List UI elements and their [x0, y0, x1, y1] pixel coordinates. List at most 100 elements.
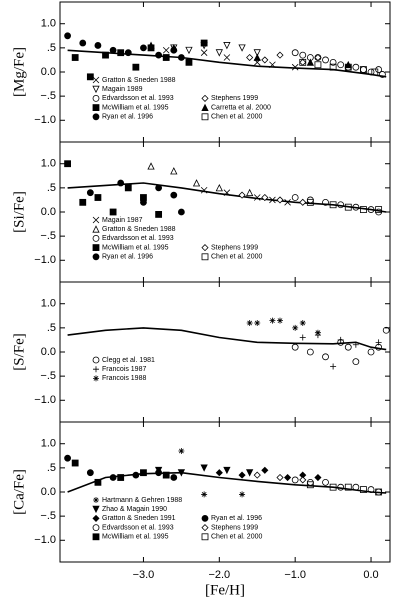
model-curve [67, 49, 387, 78]
marker [375, 488, 383, 496]
marker [276, 51, 284, 59]
y-tick-label: −1.0 [34, 114, 56, 126]
marker [284, 473, 292, 482]
marker [284, 199, 291, 206]
legend-label: Magain 1989 [102, 86, 143, 93]
marker [71, 54, 79, 61]
marker [79, 198, 87, 206]
y-tick-label: −.5 [40, 90, 56, 102]
marker [215, 183, 223, 192]
marker [94, 42, 102, 49]
marker [162, 471, 170, 479]
marker [269, 61, 276, 69]
legend-marker [92, 533, 100, 541]
legend-marker [92, 104, 100, 111]
marker [178, 447, 185, 454]
legend-marker [92, 76, 100, 84]
marker [314, 329, 321, 336]
marker [223, 42, 231, 50]
marker [337, 336, 344, 343]
marker [223, 189, 231, 196]
marker [367, 68, 375, 76]
marker [291, 63, 299, 71]
marker [64, 454, 71, 462]
marker [360, 66, 367, 73]
legend-marker [93, 497, 99, 503]
marker [124, 49, 132, 57]
y-tick-label: −.5 [40, 230, 56, 242]
marker [299, 58, 307, 66]
marker [344, 203, 352, 211]
marker [185, 58, 193, 66]
legend-label: Stephens 1999 [211, 244, 258, 251]
legend-label: Edvardsson et al. 1993 [102, 95, 174, 102]
legend-marker [92, 356, 100, 364]
marker [292, 324, 299, 331]
marker [117, 49, 125, 57]
legend-label: Chen et al. 2000 [211, 534, 262, 541]
marker [375, 339, 382, 346]
y-axis-label: [Ca/Fe] [11, 469, 27, 515]
plot-frame [59, 141, 391, 283]
marker [246, 469, 254, 477]
marker [170, 43, 178, 52]
marker [306, 481, 314, 489]
marker [140, 198, 147, 206]
marker [140, 44, 147, 52]
legend-marker [201, 533, 209, 541]
legend-marker [201, 253, 209, 261]
marker [269, 196, 276, 204]
legend-marker [92, 253, 100, 261]
marker [352, 483, 360, 491]
x-axis-label: [Fe/H] [205, 582, 245, 598]
marker [314, 473, 322, 482]
model-curve [67, 471, 387, 494]
marker [117, 474, 125, 481]
x-tick-label: 0.0 [363, 569, 378, 581]
marker [109, 208, 117, 216]
y-tick-label: 0.0 [41, 346, 56, 358]
marker [306, 348, 314, 356]
legend-label: Edvardsson et al. 1993 [102, 235, 174, 242]
legend-marker [92, 113, 100, 121]
marker [276, 196, 284, 204]
y-tick-label: 0.0 [41, 206, 56, 218]
marker [238, 191, 246, 199]
legend-marker [93, 375, 99, 382]
marker [155, 469, 163, 477]
marker [269, 317, 276, 324]
marker [306, 198, 314, 206]
marker [246, 53, 254, 62]
legend-label: Francois 1988 [102, 375, 146, 382]
marker [360, 486, 367, 493]
legend-marker [92, 234, 100, 242]
legend-marker [201, 244, 209, 252]
legend-marker [92, 225, 100, 233]
marker [86, 73, 94, 81]
legend-label: Clegg et al. 1981 [102, 357, 155, 364]
plot-frame [59, 421, 391, 563]
legend-label: Gratton & Sneden 1988 [102, 77, 176, 84]
marker [276, 473, 284, 482]
marker [306, 478, 314, 486]
legend-marker [92, 514, 100, 522]
y-tick-label: .5 [47, 462, 56, 474]
marker [344, 60, 352, 69]
marker [337, 61, 345, 69]
legend-label: Ryan et al. 1996 [102, 114, 153, 121]
marker [170, 191, 178, 199]
marker [379, 71, 386, 78]
marker [299, 334, 306, 341]
marker [253, 49, 261, 57]
marker [64, 32, 71, 40]
legend-marker [92, 524, 100, 531]
marker [352, 358, 360, 366]
legend-label: Stephens 1999 [211, 95, 258, 102]
marker [344, 343, 352, 351]
marker [375, 66, 383, 73]
y-axis-label: [Si/Fe] [11, 191, 27, 233]
marker [215, 49, 223, 57]
marker [330, 363, 337, 370]
legend-label: Ryan et al. 1996 [102, 254, 153, 261]
